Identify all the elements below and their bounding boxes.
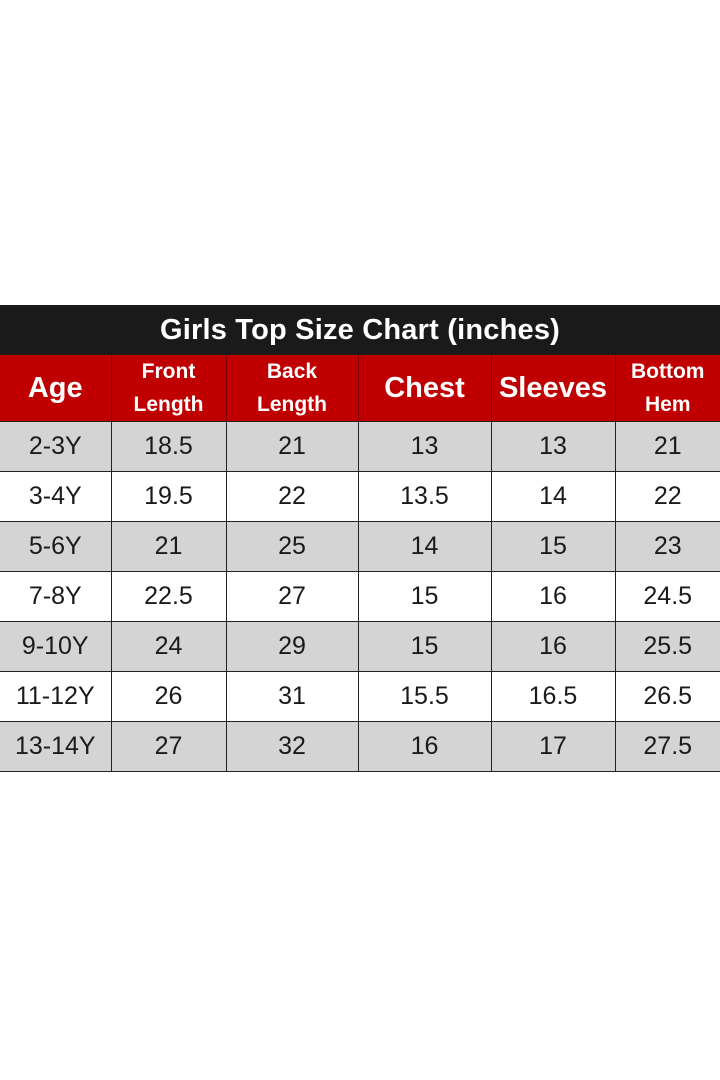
header-front-length: Front Length [110, 355, 227, 422]
chart-title: Girls Top Size Chart (inches) [0, 305, 720, 355]
cell-bottom-hem: 24.5 [614, 571, 720, 622]
cell-chest: 15 [357, 571, 492, 622]
cell-back-length: 29 [225, 621, 359, 672]
cell-chest: 15 [357, 621, 492, 672]
header-back-length-line1: Back [266, 360, 318, 383]
table-row: 11-12Y 26 31 15.5 16.5 26.5 [0, 671, 720, 722]
cell-age: 2-3Y [0, 421, 112, 472]
size-chart: Girls Top Size Chart (inches) Age Front … [0, 305, 720, 772]
cell-front-length: 19.5 [110, 471, 227, 522]
header-row: Age Front Length Back Length Chest Sleev… [0, 355, 720, 422]
table-row: 5-6Y 21 25 14 15 23 [0, 521, 720, 572]
cell-age: 11-12Y [0, 671, 112, 722]
cell-back-length: 31 [225, 671, 359, 722]
cell-age: 7-8Y [0, 571, 112, 622]
cell-back-length: 22 [225, 471, 359, 522]
cell-age: 5-6Y [0, 521, 112, 572]
cell-front-length: 24 [110, 621, 227, 672]
size-table: Age Front Length Back Length Chest Sleev… [0, 355, 720, 772]
cell-front-length: 27 [110, 721, 227, 772]
cell-front-length: 18.5 [110, 421, 227, 472]
header-sleeves: Sleeves [490, 355, 616, 422]
cell-bottom-hem: 25.5 [614, 621, 720, 672]
cell-bottom-hem: 21 [614, 421, 720, 472]
table-row: 7-8Y 22.5 27 15 16 24.5 [0, 571, 720, 622]
cell-sleeves: 17 [490, 721, 616, 772]
cell-sleeves: 16.5 [490, 671, 616, 722]
table-row: 3-4Y 19.5 22 13.5 14 22 [0, 471, 720, 522]
cell-bottom-hem: 23 [614, 521, 720, 572]
table-row: 9-10Y 24 29 15 16 25.5 [0, 621, 720, 672]
header-front-length-line2: Length [133, 393, 204, 416]
cell-chest: 13.5 [357, 471, 492, 522]
header-chest-label: Chest [384, 371, 465, 404]
header-back-length: Back Length [225, 355, 359, 422]
cell-sleeves: 14 [490, 471, 616, 522]
cell-bottom-hem: 22 [614, 471, 720, 522]
cell-sleeves: 16 [490, 571, 616, 622]
cell-front-length: 22.5 [110, 571, 227, 622]
cell-front-length: 26 [110, 671, 227, 722]
header-chest: Chest [357, 355, 492, 422]
header-age: Age [0, 355, 112, 422]
cell-bottom-hem: 27.5 [614, 721, 720, 772]
header-bottom-hem-line1: Bottom [631, 360, 705, 383]
cell-bottom-hem: 26.5 [614, 671, 720, 722]
cell-sleeves: 13 [490, 421, 616, 472]
header-front-length-line1: Front [141, 360, 196, 383]
cell-front-length: 21 [110, 521, 227, 572]
cell-back-length: 32 [225, 721, 359, 772]
table-row: 2-3Y 18.5 21 13 13 21 [0, 421, 720, 472]
cell-sleeves: 16 [490, 621, 616, 672]
cell-back-length: 21 [225, 421, 359, 472]
cell-age: 3-4Y [0, 471, 112, 522]
header-bottom-hem-line2: Hem [644, 393, 691, 416]
cell-age: 13-14Y [0, 721, 112, 772]
table-row: 13-14Y 27 32 16 17 27.5 [0, 721, 720, 772]
cell-chest: 13 [357, 421, 492, 472]
header-bottom-hem: Bottom Hem [614, 355, 720, 422]
cell-chest: 16 [357, 721, 492, 772]
header-back-length-line2: Length [257, 393, 327, 416]
cell-chest: 14 [357, 521, 492, 572]
cell-back-length: 27 [225, 571, 359, 622]
cell-chest: 15.5 [357, 671, 492, 722]
cell-sleeves: 15 [490, 521, 616, 572]
cell-back-length: 25 [225, 521, 359, 572]
header-age-label: Age [27, 371, 83, 404]
cell-age: 9-10Y [0, 621, 112, 672]
header-sleeves-label: Sleeves [498, 371, 608, 404]
